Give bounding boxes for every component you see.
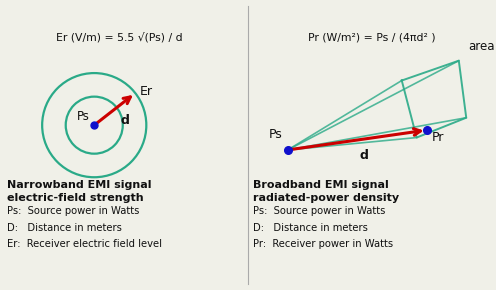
- Text: Ps:  Source power in Watts: Ps: Source power in Watts: [253, 206, 385, 216]
- Text: Ps:  Source power in Watts: Ps: Source power in Watts: [7, 206, 140, 216]
- Text: area: area: [469, 40, 495, 53]
- Text: D:   Distance in meters: D: Distance in meters: [7, 223, 123, 233]
- Text: Pr: Pr: [432, 131, 444, 144]
- Text: Er (V/m) = 5.5 √(Ps) / d: Er (V/m) = 5.5 √(Ps) / d: [56, 32, 183, 43]
- Text: Pr (W/m²) = Ps / (4πd² ): Pr (W/m²) = Ps / (4πd² ): [308, 32, 436, 42]
- Text: Ps: Ps: [269, 128, 283, 141]
- Text: Er: Er: [140, 85, 153, 98]
- Text: d: d: [121, 113, 129, 126]
- Text: D:   Distance in meters: D: Distance in meters: [253, 223, 368, 233]
- Text: Pr:  Receiver power in Watts: Pr: Receiver power in Watts: [253, 240, 393, 249]
- Text: Broadband EMI signal
radiated-power density: Broadband EMI signal radiated-power dens…: [253, 180, 399, 202]
- Text: Ps: Ps: [77, 110, 90, 123]
- Text: Narrowband EMI signal
electric-field strength: Narrowband EMI signal electric-field str…: [7, 180, 152, 202]
- Text: Er:  Receiver electric field level: Er: Receiver electric field level: [7, 240, 163, 249]
- Text: d: d: [360, 149, 369, 162]
